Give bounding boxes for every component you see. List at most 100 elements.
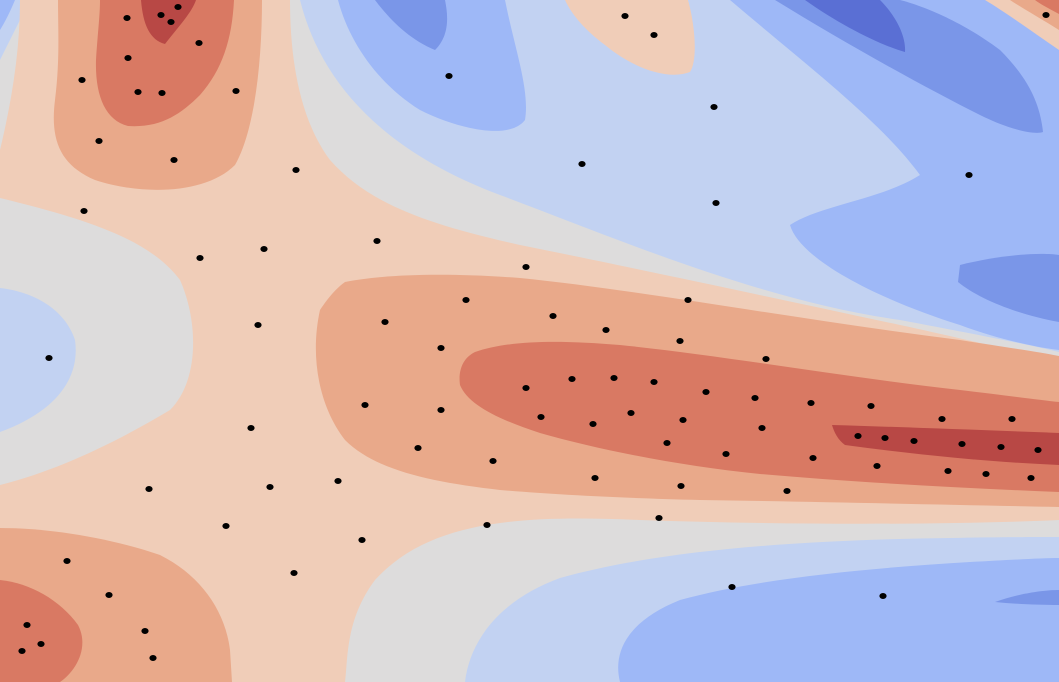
- contour-level-blue-2: [618, 558, 1059, 682]
- scatter-point: [881, 435, 889, 441]
- scatter-point: [358, 537, 366, 543]
- contour-level-red-2: [1010, 0, 1059, 30]
- scatter-point: [702, 389, 710, 395]
- scatter-point: [95, 138, 103, 144]
- scatter-point: [982, 471, 990, 477]
- scatter-point: [879, 593, 887, 599]
- contour-level-blue-3: [775, 0, 1043, 133]
- scatter-point: [522, 385, 530, 391]
- scatter-point: [568, 376, 576, 382]
- scatter-point: [158, 90, 166, 96]
- scatter-point: [589, 421, 597, 427]
- scatter-point: [167, 19, 175, 25]
- scatter-point: [222, 523, 230, 529]
- scatter-point: [414, 445, 422, 451]
- scatter-point: [722, 451, 730, 457]
- scatter-point: [677, 483, 685, 489]
- scatter-points: [18, 4, 1050, 661]
- scatter-point: [944, 468, 952, 474]
- scatter-point: [867, 403, 875, 409]
- scatter-point: [1027, 475, 1035, 481]
- scatter-point: [174, 4, 182, 10]
- scatter-point: [873, 463, 881, 469]
- scatter-point: [149, 655, 157, 661]
- scatter-point: [663, 440, 671, 446]
- scatter-point: [627, 410, 635, 416]
- scatter-point: [938, 416, 946, 422]
- scatter-point: [783, 488, 791, 494]
- scatter-point: [489, 458, 497, 464]
- scatter-point: [1034, 447, 1042, 453]
- scatter-point: [610, 375, 618, 381]
- scatter-point: [537, 414, 545, 420]
- scatter-point: [145, 486, 153, 492]
- scatter-point: [809, 455, 817, 461]
- scatter-point: [381, 319, 389, 325]
- scatter-point: [728, 584, 736, 590]
- scatter-point: [134, 89, 142, 95]
- scatter-point: [361, 402, 369, 408]
- scatter-point: [751, 395, 759, 401]
- scatter-point: [679, 417, 687, 423]
- scatter-point: [37, 641, 45, 647]
- scatter-point: [105, 592, 113, 598]
- scatter-point: [445, 73, 453, 79]
- scatter-point: [78, 77, 86, 83]
- scatter-point: [123, 15, 131, 21]
- scatter-point: [650, 379, 658, 385]
- scatter-point: [23, 622, 31, 628]
- scatter-point: [676, 338, 684, 344]
- scatter-point: [712, 200, 720, 206]
- scatter-point: [373, 238, 381, 244]
- contour-level-red-1: [565, 0, 695, 75]
- scatter-point: [522, 264, 530, 270]
- scatter-point: [292, 167, 300, 173]
- scatter-point: [124, 55, 132, 61]
- contour-level-red-4: [832, 425, 1059, 465]
- scatter-point: [266, 484, 274, 490]
- scatter-point: [758, 425, 766, 431]
- scatter-point: [602, 327, 610, 333]
- contour-level-red-3: [1035, 0, 1059, 14]
- scatter-point: [710, 104, 718, 110]
- contour-level-blue-2: [338, 0, 526, 131]
- contour-level-red-3: [95, 0, 234, 127]
- scatter-point: [650, 32, 658, 38]
- scatter-point: [232, 88, 240, 94]
- scatter-point: [45, 355, 53, 361]
- scatter-point: [910, 438, 918, 444]
- scatter-point: [80, 208, 88, 214]
- scatter-point: [141, 628, 149, 634]
- scatter-point: [254, 322, 262, 328]
- contour-level-blue-3: [995, 590, 1059, 605]
- scatter-point: [196, 255, 204, 261]
- scatter-point: [157, 12, 165, 18]
- scatter-point: [483, 522, 491, 528]
- scatter-point: [1042, 12, 1050, 18]
- scatter-point: [762, 356, 770, 362]
- scatter-point: [18, 648, 26, 654]
- scatter-point: [684, 297, 692, 303]
- scatter-point: [260, 246, 268, 252]
- scatter-point: [290, 570, 298, 576]
- contour-level-blue-3: [375, 0, 448, 50]
- scatter-point: [591, 475, 599, 481]
- scatter-point: [195, 40, 203, 46]
- scatter-point: [854, 433, 862, 439]
- scatter-point: [247, 425, 255, 431]
- scatter-point: [655, 515, 663, 521]
- scatter-point: [621, 13, 629, 19]
- contour-level-blue-2: [0, 0, 15, 30]
- scatter-point: [63, 558, 71, 564]
- scatter-point: [334, 478, 342, 484]
- scatter-point: [965, 172, 973, 178]
- contour-level-red-3: [0, 580, 83, 682]
- contour-level-blue-1: [525, 0, 790, 146]
- scatter-point: [170, 157, 178, 163]
- scatter-point: [462, 297, 470, 303]
- scatter-point: [549, 313, 557, 319]
- scatter-point: [578, 161, 586, 167]
- contour-level-blue-4: [805, 0, 906, 52]
